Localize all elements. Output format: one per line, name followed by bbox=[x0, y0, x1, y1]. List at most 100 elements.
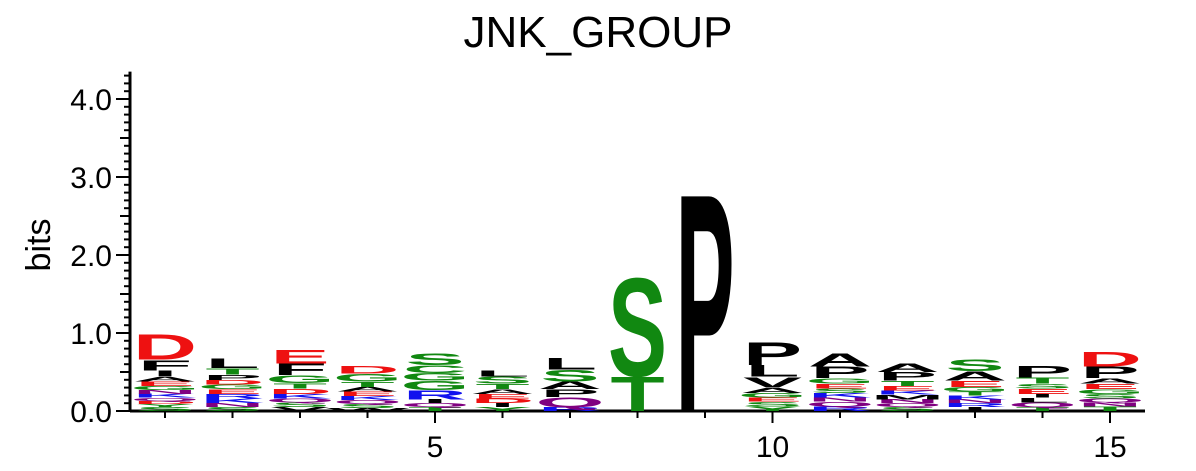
logo-letter-S: S bbox=[135, 406, 194, 412]
logo-letter-D: D bbox=[268, 387, 332, 395]
logo-letter-S: S bbox=[338, 403, 397, 409]
logo-letter-F: F bbox=[138, 357, 192, 374]
logo-letter-E: E bbox=[810, 383, 869, 390]
logo-letter-G: G bbox=[806, 377, 875, 385]
logo-letter-E: E bbox=[1080, 382, 1139, 390]
logo-letter-Y: Y bbox=[743, 405, 802, 412]
logo-letter-K: K bbox=[336, 395, 400, 401]
logo-letter-K: K bbox=[201, 397, 265, 404]
logo-letter-K: K bbox=[943, 394, 1007, 400]
logo-letter-P: P bbox=[1013, 363, 1072, 381]
logo-letter-F: F bbox=[273, 361, 327, 379]
y-tick-label: 3.0 bbox=[70, 162, 112, 195]
logo-letter-N: N bbox=[201, 402, 265, 408]
y-tick-label: 0.0 bbox=[70, 396, 112, 429]
logo-letter-Q: Q bbox=[536, 395, 605, 411]
logo-letter-G: G bbox=[266, 373, 335, 385]
logo-letter-L: L bbox=[205, 356, 259, 372]
logo-stacks: SYDQKNGEAIFDSNKREGDPTLVSQKDTGFEWSQKEATGD… bbox=[131, 128, 1145, 471]
logo-letter-L: L bbox=[543, 355, 597, 373]
logo-letter-G: G bbox=[1076, 388, 1145, 395]
logo-column-8: TS bbox=[608, 249, 667, 422]
logo-letter-G: G bbox=[738, 392, 807, 399]
logo-letter-D: D bbox=[471, 397, 535, 404]
logo-letter-K: K bbox=[268, 393, 332, 400]
logo-letter-E: E bbox=[270, 346, 329, 368]
logo-letter-E: E bbox=[203, 388, 262, 395]
logo-letter-S: S bbox=[608, 249, 667, 406]
logo-letter-C: C bbox=[403, 363, 467, 375]
logo-letter-T: T bbox=[340, 380, 394, 388]
logo-letter-A: A bbox=[538, 380, 602, 392]
logo-letter-N: N bbox=[876, 398, 940, 404]
logo-letter-E: E bbox=[1013, 387, 1072, 395]
logo-letter-T: T bbox=[1015, 406, 1069, 412]
x-tick-labels: 5 10 15 bbox=[427, 431, 1127, 464]
x-tick-label: 10 bbox=[756, 431, 789, 464]
logo-letter-G: G bbox=[131, 385, 200, 391]
x-tick-label: 5 bbox=[427, 431, 444, 464]
logo-letter-A: A bbox=[1078, 377, 1142, 385]
logo-letter-A: A bbox=[133, 376, 197, 383]
y-tick-label: 4.0 bbox=[70, 84, 112, 117]
logo-letter-W: W bbox=[326, 407, 411, 412]
logo-letter-T: T bbox=[273, 382, 327, 390]
logo-letter-P: P bbox=[878, 370, 937, 383]
logo-letter-P: P bbox=[1080, 364, 1139, 382]
logo-letter-P: P bbox=[810, 364, 869, 382]
logo-letter-Q: Q bbox=[806, 401, 875, 408]
logo-letter-V: V bbox=[743, 374, 802, 391]
logo-letter-T: T bbox=[408, 406, 462, 412]
logo-letter-Q: Q bbox=[131, 397, 200, 402]
logo-letter-Y: Y bbox=[473, 406, 532, 412]
logo-letter-E: E bbox=[473, 393, 532, 400]
logo-letter-D: D bbox=[1078, 347, 1142, 371]
logo-letter-S: S bbox=[1080, 393, 1139, 400]
logo-letter-A: A bbox=[943, 369, 1007, 383]
logo-letter-I: I bbox=[153, 369, 178, 379]
logo-letter-G: G bbox=[401, 371, 470, 383]
logo-letter-S: S bbox=[878, 406, 937, 412]
logo-letter-E: E bbox=[878, 385, 937, 392]
chart-title: JNK_GROUP bbox=[464, 8, 733, 57]
logo-letter-N: N bbox=[1078, 401, 1142, 407]
logo-letter-A: A bbox=[741, 386, 805, 394]
logo-letter-G: G bbox=[941, 386, 1010, 393]
logo-letter-N: N bbox=[133, 389, 197, 395]
logo-letter-Q: Q bbox=[873, 402, 942, 408]
logo-letter-Q: Q bbox=[266, 398, 335, 404]
logo-letter-G: G bbox=[401, 378, 470, 392]
logo-letter-D: D bbox=[133, 400, 197, 405]
logo-letter-S: S bbox=[540, 367, 599, 385]
logo-letter-S: S bbox=[810, 387, 869, 394]
logo-letter-M: M bbox=[871, 394, 945, 401]
logo-letter-T: T bbox=[1015, 376, 1069, 386]
logo-letter-Y: Y bbox=[135, 403, 194, 408]
logo-letter-I: I bbox=[423, 398, 448, 404]
logo-letter-Q: Q bbox=[1076, 398, 1145, 404]
logo-letter-I: I bbox=[1030, 393, 1055, 399]
logo-letter-D: D bbox=[201, 379, 265, 386]
logo-letter-S: S bbox=[270, 401, 329, 408]
logo-letter-V: V bbox=[270, 406, 329, 412]
logo-letter-S: S bbox=[1013, 383, 1072, 390]
y-tick-labels: 0.0 1.0 2.0 3.0 4.0 bbox=[70, 84, 112, 429]
logo-letter-T: T bbox=[610, 367, 664, 422]
logo-letter-T: T bbox=[205, 367, 259, 377]
logo-letter-I: I bbox=[490, 402, 515, 408]
logo-letter-E: E bbox=[338, 390, 397, 397]
logo-letter-T: T bbox=[948, 391, 1002, 397]
logo-letter-T: T bbox=[1083, 405, 1137, 412]
logo-letter-S: S bbox=[203, 406, 262, 412]
logo-letter-S: S bbox=[473, 375, 532, 386]
logo-letter-K: K bbox=[808, 392, 872, 399]
